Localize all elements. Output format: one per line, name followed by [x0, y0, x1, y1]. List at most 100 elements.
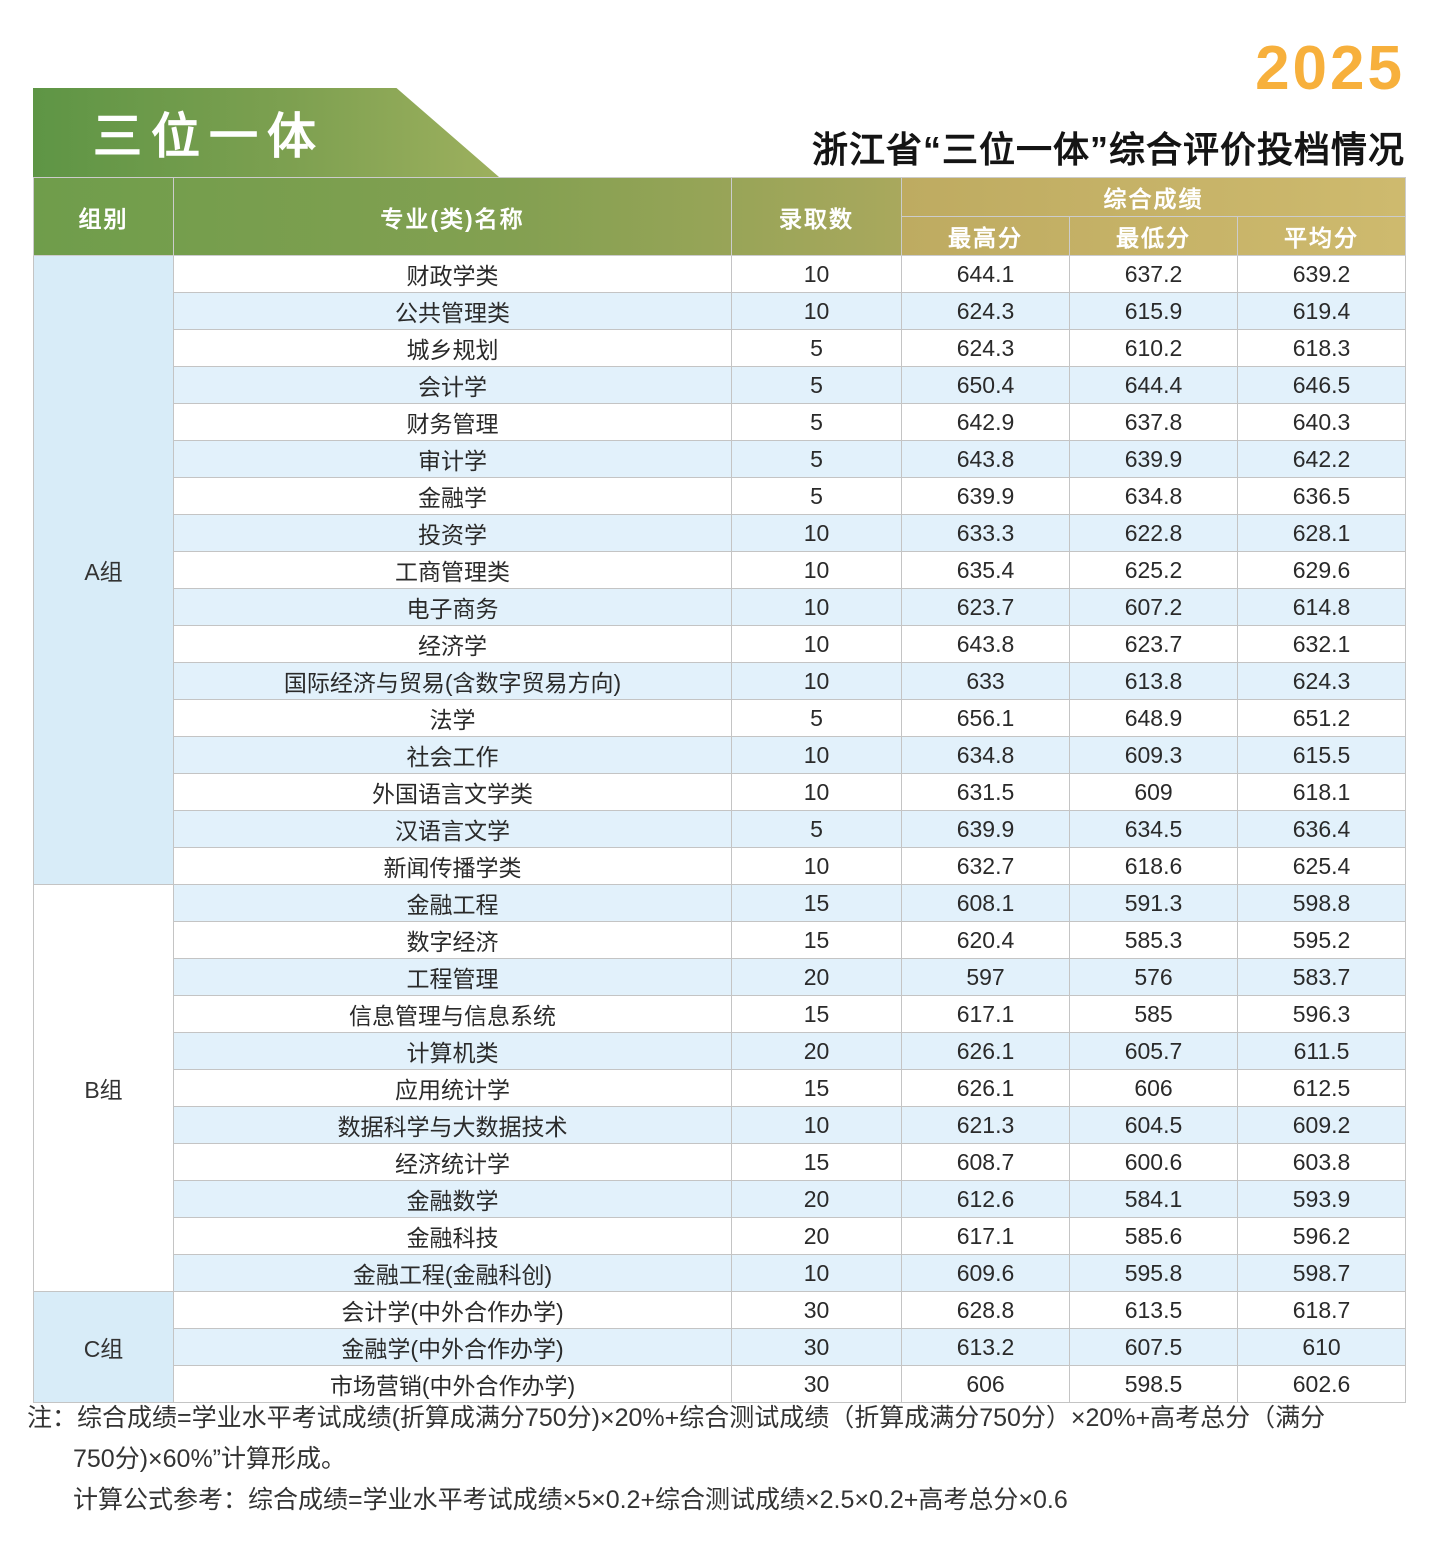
table-header: 组别 专业(类)名称 录取数 综合成绩 最高分 最低分 平均分 — [33, 177, 1407, 256]
table-row: B组 金融工程 15 608.1 591.3 598.8 — [33, 884, 1407, 1292]
cell-max-score: 613.2 — [901, 1328, 1070, 1366]
table-row: C组 会计学(中外合作办学) 30 628.8 613.5 618.7 — [33, 1291, 1407, 1403]
table-row: 汉语言文学 5 639.9 634.5 636.4 — [34, 810, 1407, 848]
cell-min-score: 606 — [1069, 1069, 1238, 1107]
cell-avg-score: 636.4 — [1236, 810, 1407, 848]
cell-min-score: 585 — [1069, 995, 1238, 1033]
col-header-group: 组别 — [33, 177, 174, 256]
cell-min-score: 607.2 — [1069, 588, 1238, 626]
cell-avg-score: 602.6 — [1236, 1365, 1407, 1403]
cell-min-score: 595.8 — [1069, 1254, 1238, 1292]
cell-avg-score: 639.2 — [1236, 255, 1407, 293]
cell-admitted: 5 — [731, 403, 902, 441]
cell-max-score: 617.1 — [901, 995, 1070, 1033]
table-row: 电子商务 10 623.7 607.2 614.8 — [34, 588, 1407, 626]
cell-major: 新闻传播学类 — [173, 847, 732, 885]
col-header-avg: 平均分 — [1236, 216, 1407, 256]
cell-avg-score: 619.4 — [1236, 292, 1407, 330]
cell-avg-score: 642.2 — [1236, 440, 1407, 478]
table-row: 财务管理 5 642.9 637.8 640.3 — [34, 403, 1407, 441]
table-row: 信息管理与信息系统 15 617.1 585 596.3 — [34, 995, 1407, 1033]
cell-admitted: 15 — [731, 1069, 902, 1107]
cell-min-score: 618.6 — [1069, 847, 1238, 885]
cell-admitted: 10 — [731, 736, 902, 774]
table-row: 国际经济与贸易(含数字贸易方向) 10 633 613.8 624.3 — [34, 662, 1407, 700]
cell-major: 经济统计学 — [173, 1143, 732, 1181]
cell-major: 金融工程 — [173, 884, 732, 922]
cell-major: 城乡规划 — [173, 329, 732, 367]
cell-major: 投资学 — [173, 514, 732, 552]
table-row: 工程管理 20 597 576 583.7 — [34, 958, 1407, 996]
cell-major: 金融学(中外合作办学) — [173, 1328, 732, 1366]
col-header-major: 专业(类)名称 — [173, 177, 732, 256]
cell-admitted: 5 — [731, 810, 902, 848]
table-row: 数字经济 15 620.4 585.3 595.2 — [34, 921, 1407, 959]
cell-max-score: 624.3 — [901, 292, 1070, 330]
cell-min-score: 591.3 — [1069, 884, 1238, 922]
cell-admitted: 20 — [731, 1180, 902, 1218]
cell-min-score: 600.6 — [1069, 1143, 1238, 1181]
cell-major: 金融数学 — [173, 1180, 732, 1218]
cell-max-score: 643.8 — [901, 625, 1070, 663]
header-row-1: 组别 专业(类)名称 录取数 综合成绩 — [33, 177, 1407, 256]
table-row: 计算机类 20 626.1 605.7 611.5 — [34, 1032, 1407, 1070]
table-row: 法学 5 656.1 648.9 651.2 — [34, 699, 1407, 737]
table-row: 应用统计学 15 626.1 606 612.5 — [34, 1069, 1407, 1107]
cell-admitted: 15 — [731, 921, 902, 959]
cell-max-score: 633 — [901, 662, 1070, 700]
table-row: 市场营销(中外合作办学) 30 606 598.5 602.6 — [34, 1365, 1407, 1403]
cell-max-score: 643.8 — [901, 440, 1070, 478]
cell-admitted: 5 — [731, 477, 902, 515]
cell-max-score: 621.3 — [901, 1106, 1070, 1144]
col-header-composite-score: 综合成绩 — [900, 177, 1407, 217]
cell-avg-score: 610 — [1236, 1328, 1407, 1366]
cell-major: 工商管理类 — [173, 551, 732, 589]
table-row: 工商管理类 10 635.4 625.2 629.6 — [34, 551, 1407, 589]
cell-max-score: 597 — [901, 958, 1070, 996]
cell-avg-score: 625.4 — [1236, 847, 1407, 885]
cell-min-score: 625.2 — [1069, 551, 1238, 589]
cell-avg-score: 598.7 — [1236, 1254, 1407, 1292]
page-title: 浙江省“三位一体”综合评价投档情况 — [811, 129, 1405, 170]
cell-avg-score: 618.1 — [1236, 773, 1407, 811]
cell-min-score: 609.3 — [1069, 736, 1238, 774]
cell-admitted: 5 — [731, 366, 902, 404]
cell-avg-score: 624.3 — [1236, 662, 1407, 700]
cell-major: 社会工作 — [173, 736, 732, 774]
cell-major: 经济学 — [173, 625, 732, 663]
cell-max-score: 633.3 — [901, 514, 1070, 552]
table-body: A组 财政学类 10 644.1 637.2 639.2 公共管理类 10 624.3 615.9… — [33, 255, 1407, 1403]
cell-avg-score: 651.2 — [1236, 699, 1407, 737]
cell-admitted: 10 — [731, 847, 902, 885]
cell-major: 财务管理 — [173, 403, 732, 441]
cell-major: 应用统计学 — [173, 1069, 732, 1107]
cell-max-score: 612.6 — [901, 1180, 1070, 1218]
cell-max-score: 617.1 — [901, 1217, 1070, 1255]
cell-min-score: 644.4 — [1069, 366, 1238, 404]
cell-admitted: 10 — [731, 1106, 902, 1144]
cell-max-score: 608.1 — [901, 884, 1070, 922]
cell-avg-score: 636.5 — [1236, 477, 1407, 515]
cell-avg-score: 603.8 — [1236, 1143, 1407, 1181]
cell-admitted: 10 — [731, 292, 902, 330]
cell-avg-score: 618.3 — [1236, 329, 1407, 367]
cell-max-score: 644.1 — [901, 255, 1070, 293]
cell-max-score: 639.9 — [901, 810, 1070, 848]
cell-admitted: 10 — [731, 514, 902, 552]
cell-avg-score: 612.5 — [1236, 1069, 1407, 1107]
cell-avg-score: 640.3 — [1236, 403, 1407, 441]
cell-min-score: 634.5 — [1069, 810, 1238, 848]
cell-admitted: 15 — [731, 884, 902, 922]
cell-admitted: 30 — [731, 1291, 902, 1329]
cell-max-score: 632.7 — [901, 847, 1070, 885]
cell-min-score: 576 — [1069, 958, 1238, 996]
table-row: 金融工程(金融科创) 10 609.6 595.8 598.7 — [34, 1254, 1407, 1292]
cell-major: 金融学 — [173, 477, 732, 515]
table-row: 社会工作 10 634.8 609.3 615.5 — [34, 736, 1407, 774]
cell-major: 工程管理 — [173, 958, 732, 996]
cell-min-score: 607.5 — [1069, 1328, 1238, 1366]
table-row: 金融学 5 639.9 634.8 636.5 — [34, 477, 1407, 515]
cell-major: 国际经济与贸易(含数字贸易方向) — [173, 662, 732, 700]
cell-min-score: 623.7 — [1069, 625, 1238, 663]
table-row: 投资学 10 633.3 622.8 628.1 — [34, 514, 1407, 552]
